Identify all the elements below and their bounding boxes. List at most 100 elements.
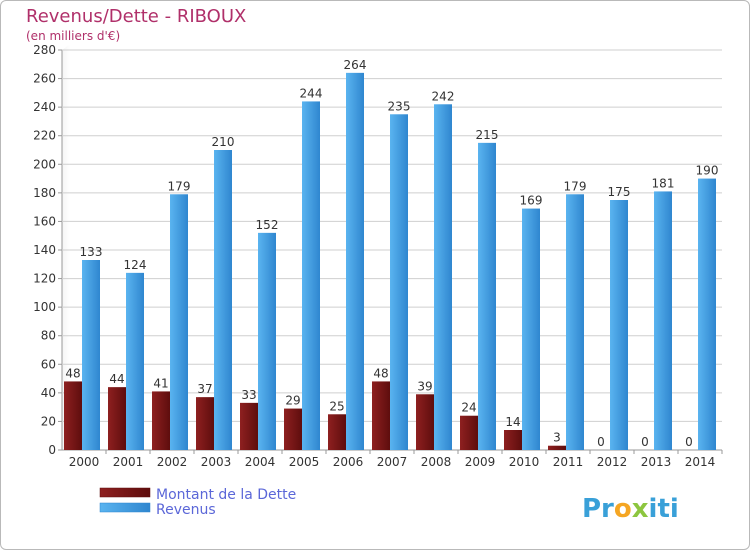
bar-revenus xyxy=(214,150,232,450)
data-label: 0 xyxy=(641,435,649,449)
data-label: 133 xyxy=(80,245,103,259)
bar-dette xyxy=(240,402,258,450)
y-tick-label: 20 xyxy=(41,414,56,428)
data-label: 244 xyxy=(300,86,323,100)
data-label: 242 xyxy=(432,89,455,103)
chart-subtitle: (en milliers d'€) xyxy=(26,29,120,43)
data-label: 124 xyxy=(124,258,147,272)
y-tick-label: 160 xyxy=(33,214,56,228)
data-label: 181 xyxy=(652,176,675,190)
x-tick-label: 2001 xyxy=(113,455,144,469)
y-tick-label: 240 xyxy=(33,100,56,114)
y-tick-label: 0 xyxy=(48,443,56,457)
x-tick-label: 2000 xyxy=(69,455,100,469)
data-labels: 48 44 41 37 33 29 25 48 39 24 14 3 0 0 0 133 124 179 210 15… xyxy=(65,58,718,449)
data-label: 14 xyxy=(505,415,520,429)
data-label: 179 xyxy=(564,179,587,193)
data-label: 179 xyxy=(168,179,191,193)
bar-revenus xyxy=(610,200,628,450)
x-tick-label: 2014 xyxy=(685,455,716,469)
x-tick-label: 2005 xyxy=(289,455,320,469)
bar-dette xyxy=(196,397,214,450)
data-label: 264 xyxy=(344,58,367,72)
data-label: 0 xyxy=(597,435,605,449)
svg-text:Proxiti: Proxiti xyxy=(582,494,679,524)
x-tick-label: 2010 xyxy=(509,455,540,469)
y-tick-label: 40 xyxy=(41,386,56,400)
data-label: 0 xyxy=(685,435,693,449)
bar-dette xyxy=(64,381,82,450)
data-label: 29 xyxy=(285,394,300,408)
x-tick-label: 2008 xyxy=(421,455,452,469)
x-tick-label: 2009 xyxy=(465,455,496,469)
bar-revenus xyxy=(434,104,452,451)
bar-revenus xyxy=(82,260,100,450)
data-label: 190 xyxy=(696,164,719,178)
bar-revenus xyxy=(654,191,672,450)
legend-swatch-revenus xyxy=(99,502,151,513)
x-tick-label: 2007 xyxy=(377,455,408,469)
logo-part-pr: Pr xyxy=(582,494,614,524)
data-label: 235 xyxy=(388,99,411,113)
bar-dette xyxy=(108,387,126,450)
logo-part-iti: iti xyxy=(649,494,679,524)
bar-revenus xyxy=(698,178,716,451)
data-label: 24 xyxy=(461,401,476,415)
bar-dette xyxy=(460,415,478,450)
bar-dette xyxy=(372,381,390,450)
bar-revenus xyxy=(566,194,584,450)
data-label: 39 xyxy=(417,379,432,393)
data-label: 210 xyxy=(212,135,235,149)
y-tick-label: 60 xyxy=(41,357,56,371)
legend: Montant de la Dette Revenus xyxy=(99,487,296,518)
x-tick-label: 2011 xyxy=(553,455,584,469)
data-label: 175 xyxy=(608,185,631,199)
x-tick-label: 2002 xyxy=(157,455,188,469)
bar-dette xyxy=(284,408,302,450)
y-tick-label: 200 xyxy=(33,157,56,171)
y-tick-label: 120 xyxy=(33,272,56,286)
legend-label-revenus: Revenus xyxy=(156,502,216,518)
bar-revenus xyxy=(478,142,496,450)
x-tick-label: 2003 xyxy=(201,455,232,469)
bar-revenus xyxy=(346,72,364,450)
y-tick-label: 280 xyxy=(33,43,56,57)
data-label: 48 xyxy=(373,366,388,380)
bar-dette xyxy=(504,430,522,450)
x-axis: 2000 2001 2002 2003 2004 2005 2006 2007 2008 2009… xyxy=(69,450,723,469)
data-label: 25 xyxy=(329,399,344,413)
logo-part-x: x xyxy=(632,494,649,524)
data-label: 169 xyxy=(520,194,543,208)
bars xyxy=(64,72,716,451)
x-tick-label: 2012 xyxy=(597,455,628,469)
y-tick-label: 180 xyxy=(33,186,56,200)
y-axis: 0 20 40 60 80 100 120 140 160 180 200 220 240 260 280 xyxy=(33,43,62,457)
x-tick-label: 2013 xyxy=(641,455,672,469)
data-label: 33 xyxy=(241,388,256,402)
data-label: 3 xyxy=(553,431,561,445)
bar-revenus xyxy=(170,194,188,450)
y-tick-label: 220 xyxy=(33,129,56,143)
proxiti-logo: Proxiti xyxy=(582,494,679,524)
data-label: 215 xyxy=(476,128,499,142)
bar-dette xyxy=(152,391,170,450)
legend-swatch-debt xyxy=(99,487,151,498)
bar-revenus xyxy=(258,232,276,450)
y-tick-label: 100 xyxy=(33,300,56,314)
bar-dette xyxy=(548,445,566,450)
data-label: 41 xyxy=(153,376,168,390)
logo-part-o: o xyxy=(614,494,632,524)
y-tick-label: 140 xyxy=(33,243,56,257)
y-tick-label: 80 xyxy=(41,329,56,343)
x-tick-label: 2004 xyxy=(245,455,276,469)
data-label: 37 xyxy=(197,382,212,396)
x-tick-label: 2006 xyxy=(333,455,364,469)
bar-revenus xyxy=(390,114,408,451)
bar-revenus xyxy=(522,208,540,450)
bar-revenus xyxy=(126,272,144,450)
bar-dette xyxy=(416,394,434,450)
legend-label-debt: Montant de la Dette xyxy=(156,487,296,503)
bar-revenus xyxy=(302,101,320,450)
data-label: 152 xyxy=(256,218,279,232)
